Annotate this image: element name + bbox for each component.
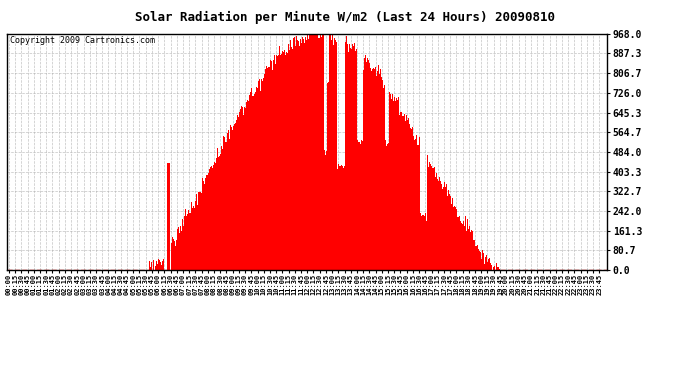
Text: Copyright 2009 Cartronics.com: Copyright 2009 Cartronics.com: [10, 36, 155, 45]
Text: Solar Radiation per Minute W/m2 (Last 24 Hours) 20090810: Solar Radiation per Minute W/m2 (Last 24…: [135, 11, 555, 24]
